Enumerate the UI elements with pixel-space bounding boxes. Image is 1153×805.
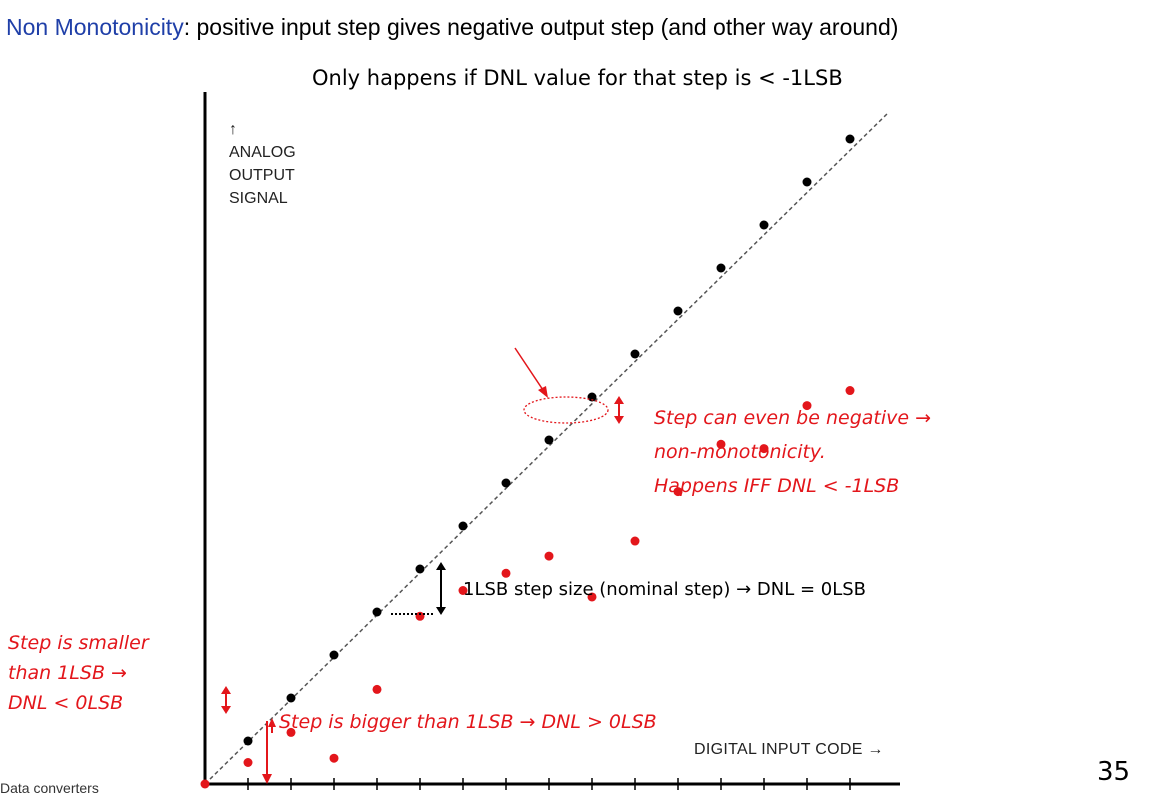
actual-point [372,684,382,694]
actual-point [286,727,296,737]
slide-subtitle: Only happens if DNL value for that step … [312,66,843,90]
footer-text: Data converters [0,780,99,796]
non-monotonic-highlight [523,396,609,424]
actual-point [329,753,339,763]
annotation-line: Step is smaller [8,632,149,654]
ideal-point [415,564,425,574]
ideal-point [372,607,382,617]
x-ticks [247,778,851,790]
annotation-line: than 1LSB → [8,662,127,684]
negative-step-annotation: Step can even be negative → non-monotoni… [654,401,931,503]
annotation-line: Happens IFF DNL < -1LSB [654,475,900,497]
y-axis-arrow: ↑ [229,121,237,138]
ideal-point [544,435,554,445]
y-axis-label-line: OUTPUT [229,167,295,184]
ideal-point [802,177,812,187]
ideal-point [630,349,640,359]
actual-point [544,551,554,561]
ideal-point [673,306,683,316]
y-axis-label-line: SIGNAL [229,190,288,207]
actual-point [673,487,683,497]
ideal-point [716,263,726,273]
page-number: 35 [1097,757,1131,787]
ideal-point [501,478,511,488]
actual-point [587,592,597,602]
ideal-transfer-line [204,112,889,785]
negative-step-double-arrow [614,396,624,424]
title-keyword: Non Monotonicity [6,14,184,40]
small-step-double-arrow [221,686,231,714]
actual-point [802,401,812,411]
actual-point [759,444,769,454]
actual-point [243,758,253,767]
actual-point [200,779,210,789]
ideal-point [587,392,597,402]
actual-point [716,439,726,449]
ideal-point [845,134,855,144]
y-axis-label-line: ANALOG [229,144,296,161]
actual-point [630,536,640,546]
pointer-arrow [514,347,548,398]
slide-title: Non Monotonicity: positive input step gi… [6,14,898,41]
axes [203,92,900,786]
ideal-point [759,220,769,230]
annotation-line: non-monotonicity. [654,441,826,463]
ideal-point [329,650,339,660]
actual-point [415,611,425,621]
nominal-step-annotation: 1LSB step size (nominal step) → DNL = 0L… [463,579,867,600]
ideal-points [243,134,855,746]
big-step-arrow [262,718,276,784]
actual-points [200,386,855,789]
ideal-point [458,521,468,531]
actual-point [501,568,511,578]
annotation-line: DNL < 0LSB [8,692,124,714]
ideal-point [286,693,296,703]
title-rest: : positive input step gives negative out… [183,14,899,40]
nominal-step-arrow [391,562,446,615]
small-step-annotation: Step is smaller than 1LSB → DNL < 0LSB [8,628,149,718]
x-axis-label: DIGITAL INPUT CODE → [694,741,884,758]
annotation-line: Step can even be negative → [654,407,932,429]
big-step-annotation: Step is bigger than 1LSB → DNL > 0LSB [279,711,657,733]
actual-point [458,586,468,595]
ideal-point [243,736,253,746]
y-axis-label: ↑ ANALOG OUTPUT SIGNAL [229,118,296,210]
actual-point [845,386,855,396]
